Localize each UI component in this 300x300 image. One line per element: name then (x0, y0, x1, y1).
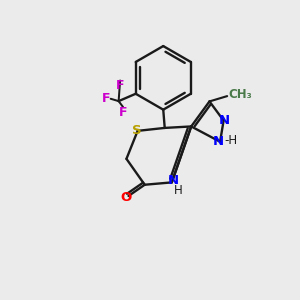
Text: CH₃: CH₃ (229, 88, 252, 101)
Text: -H: -H (225, 134, 238, 147)
Text: O: O (121, 191, 132, 204)
Text: S: S (132, 124, 141, 137)
Text: N: N (219, 114, 230, 127)
Text: N: N (213, 135, 224, 148)
Text: H: H (174, 184, 183, 197)
Text: N: N (167, 174, 178, 187)
Text: F: F (116, 79, 124, 92)
Text: F: F (102, 92, 110, 105)
Text: F: F (119, 106, 127, 119)
